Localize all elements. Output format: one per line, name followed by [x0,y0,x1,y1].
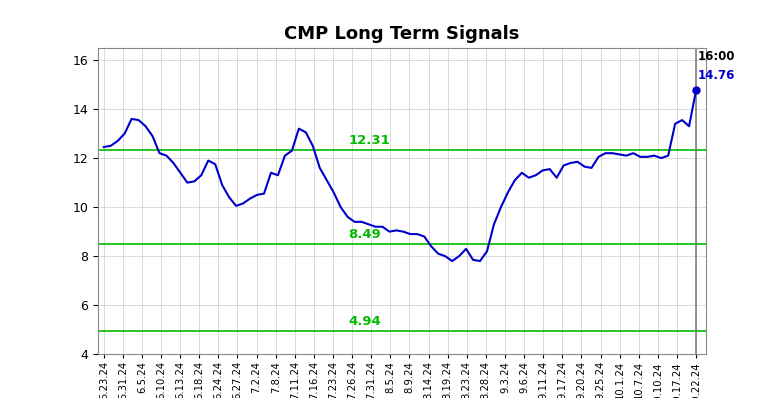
Title: CMP Long Term Signals: CMP Long Term Signals [284,25,520,43]
Text: 8.49: 8.49 [348,228,381,241]
Text: 16:00: 16:00 [698,50,735,63]
Text: 4.94: 4.94 [348,315,381,328]
Text: 14.76: 14.76 [698,68,735,82]
Text: 12.31: 12.31 [348,134,390,147]
